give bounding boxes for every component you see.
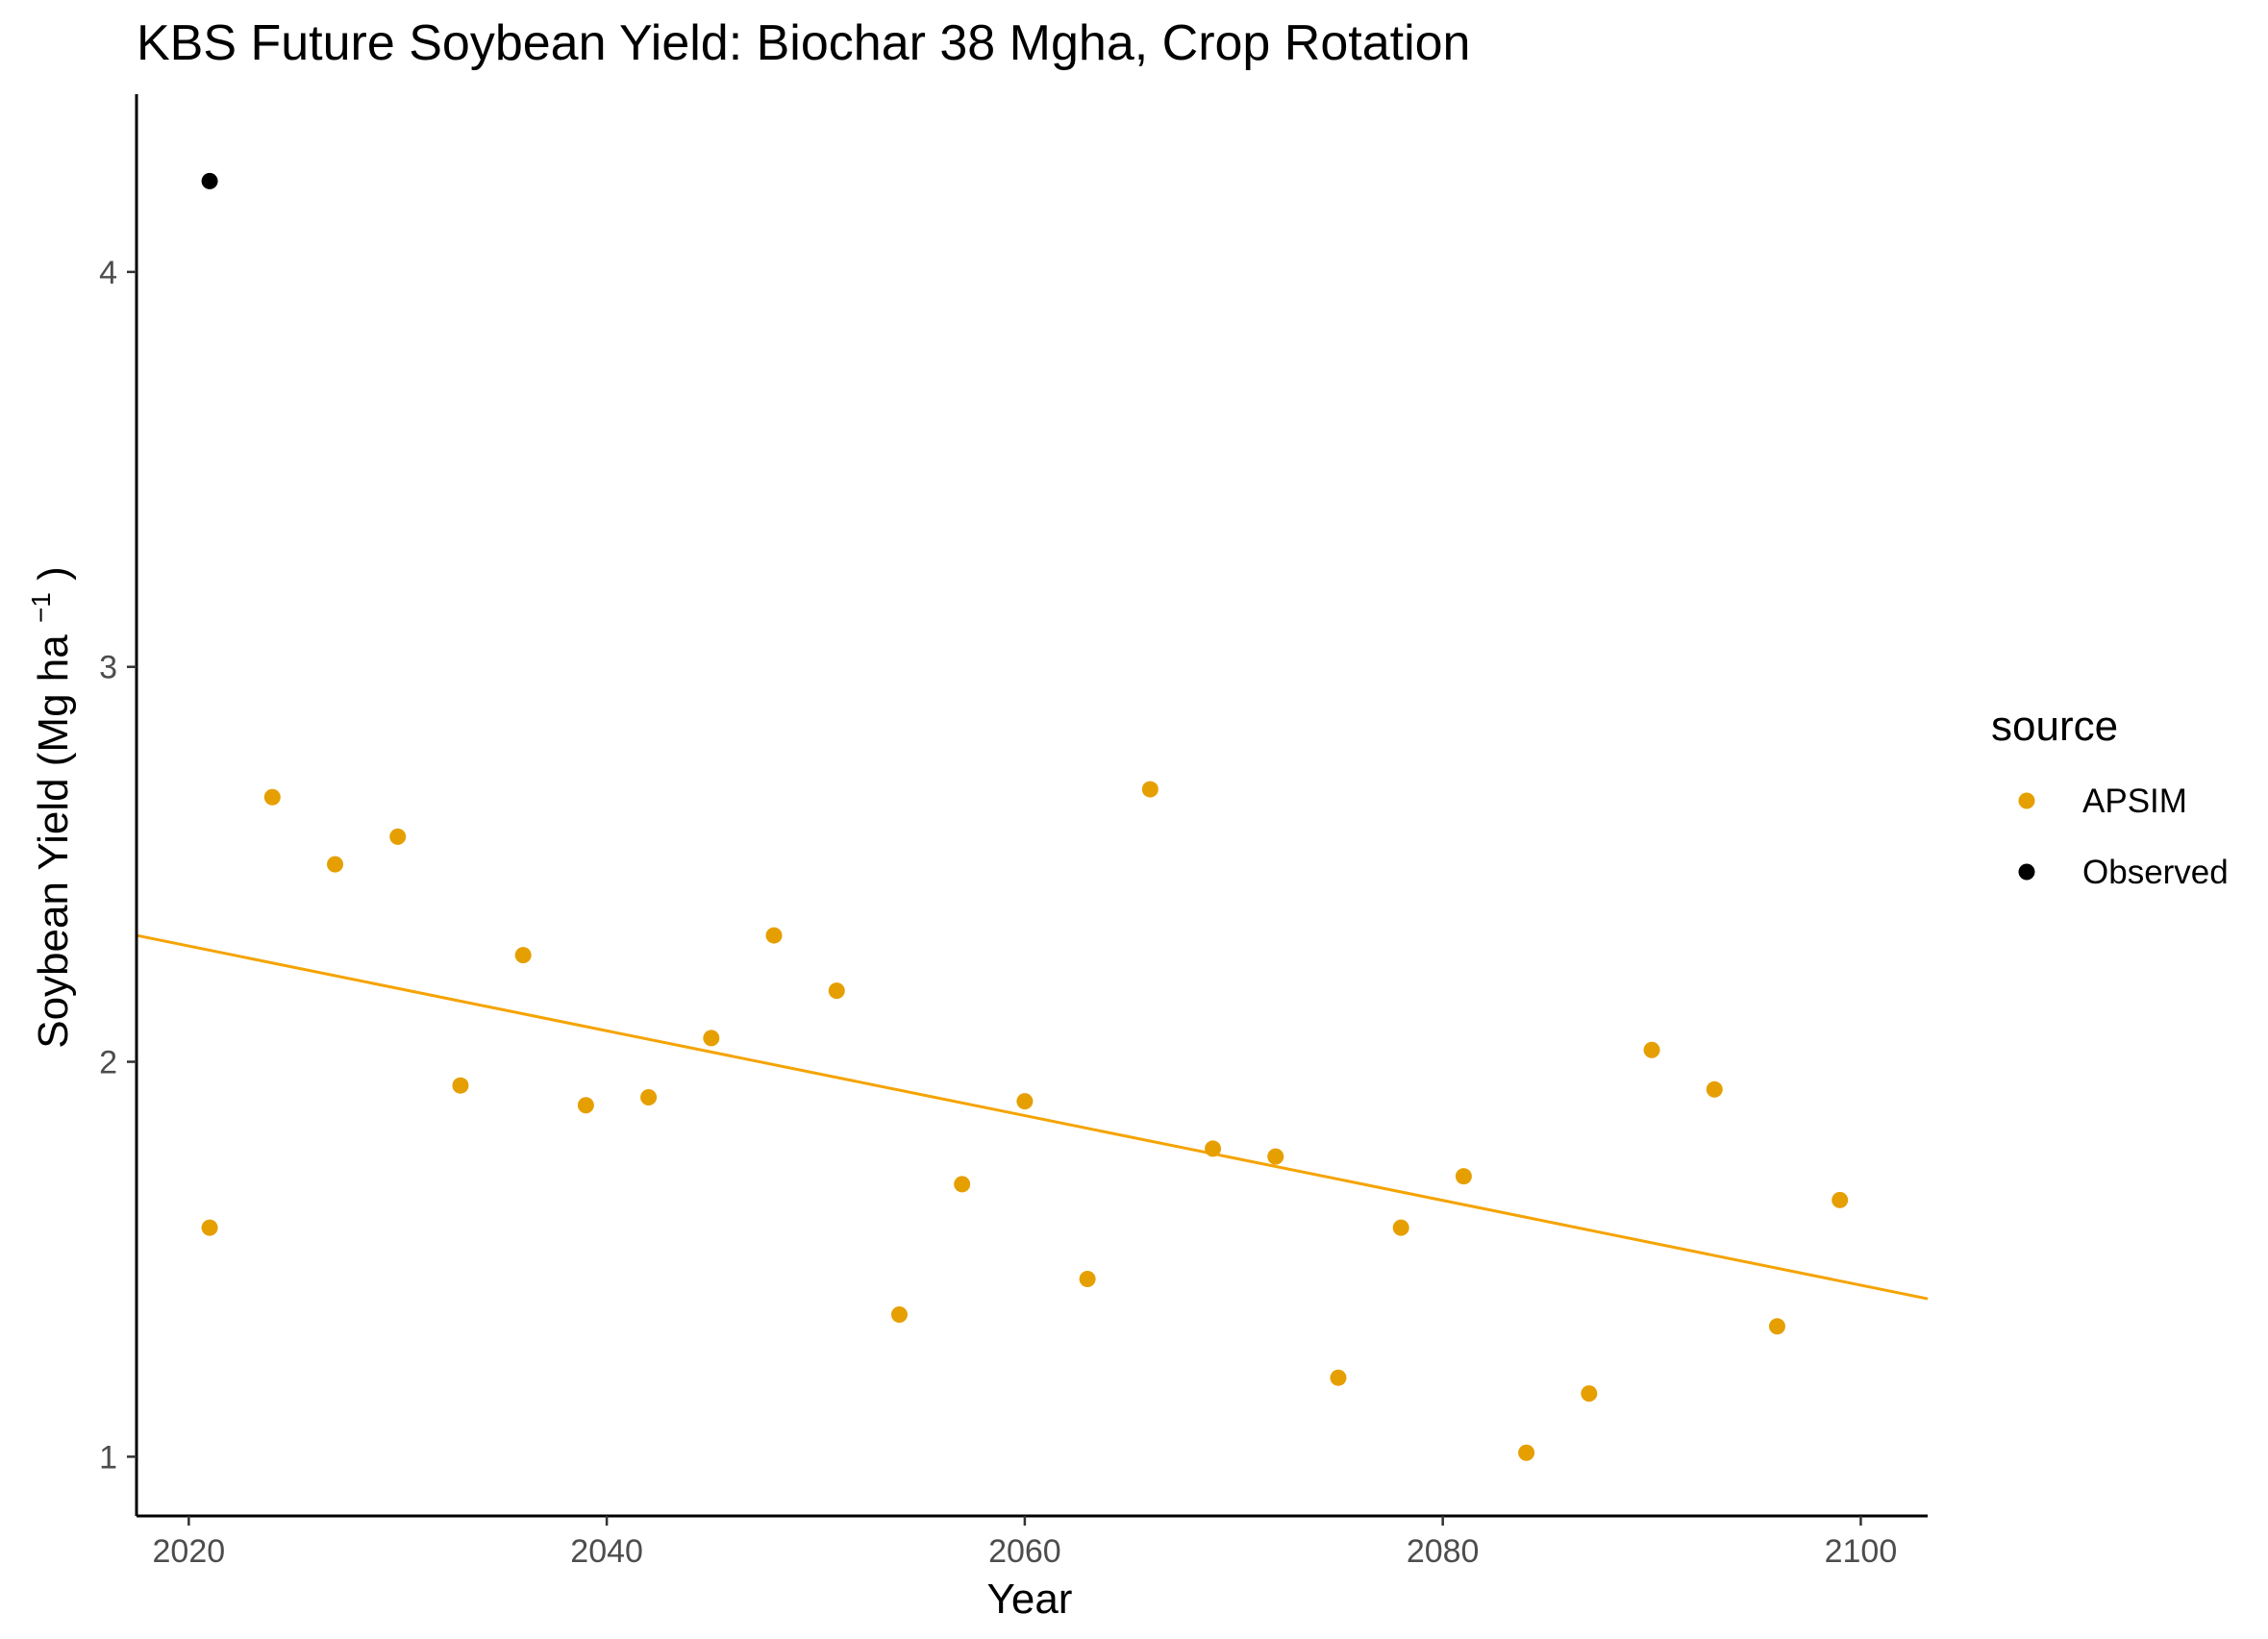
x-tick-label: 2020 (153, 1533, 226, 1570)
y-tick-label: 3 (99, 650, 117, 686)
y-axis-title-superscript: −1 (26, 592, 56, 623)
y-tick-label: 1 (99, 1439, 117, 1476)
apsim-point (1706, 1080, 1723, 1098)
legend-label-apsim: APSIM (2082, 782, 2187, 820)
x-tick-label: 2060 (988, 1533, 1061, 1570)
apsim-point (828, 982, 845, 1000)
axes: 1 2 3 4 2020 2040 2060 2080 2100 (99, 94, 1928, 1570)
apsim-point (1643, 1041, 1660, 1058)
plot-area (136, 172, 1929, 1461)
apsim-point (890, 1305, 908, 1323)
y-axis-title-main: Soybean Yield (Mg ha (30, 634, 77, 1049)
apsim-point (703, 1030, 720, 1047)
legend-key-observed (2018, 863, 2035, 881)
apsim-point (1205, 1140, 1222, 1157)
legend-label-observed: Observed (2082, 854, 2229, 891)
observed-point (201, 172, 218, 189)
apsim-point (1518, 1444, 1535, 1461)
apsim-point (201, 1219, 218, 1236)
apsim-point (1768, 1318, 1785, 1335)
apsim-point (1581, 1385, 1598, 1403)
apsim-point (514, 947, 532, 964)
trend-line (136, 933, 1929, 1301)
y-tick-label: 4 (99, 255, 117, 291)
legend-title: source (1991, 703, 2118, 750)
apsim-point (1832, 1191, 1849, 1208)
apsim-point (263, 788, 281, 806)
legend-key-apsim (2018, 792, 2035, 809)
legend-items: APSIM Observed (2018, 782, 2229, 891)
apsim-point (1141, 781, 1159, 798)
y-tick-label: 2 (99, 1045, 117, 1081)
apsim-point (1455, 1168, 1472, 1185)
chart-title: KBS Future Soybean Yield: Biochar 38 Mgh… (137, 15, 1470, 71)
x-tick-label: 2100 (1825, 1533, 1898, 1570)
x-tick-label: 2080 (1407, 1533, 1480, 1570)
x-axis-title: Year (987, 1576, 1073, 1623)
apsim-point (327, 856, 344, 873)
y-axis-title-close: ) (30, 566, 77, 581)
apsim-point (1267, 1148, 1284, 1165)
apsim-point (1079, 1271, 1096, 1287)
apsim-point (640, 1089, 658, 1106)
apsim-point (765, 927, 783, 944)
apsim-point (1330, 1369, 1347, 1386)
apsim-point (389, 828, 407, 845)
apsim-point (954, 1176, 971, 1193)
y-axis-title: Soybean Yield (Mg ha −1 ) (12, 566, 77, 1049)
x-tick-label: 2040 (570, 1533, 643, 1570)
apsim-point (452, 1077, 469, 1094)
apsim-point (1392, 1219, 1409, 1236)
legend: source APSIM Observed (1991, 703, 2229, 891)
apsim-point (577, 1097, 594, 1114)
apsim-point (1016, 1093, 1034, 1110)
